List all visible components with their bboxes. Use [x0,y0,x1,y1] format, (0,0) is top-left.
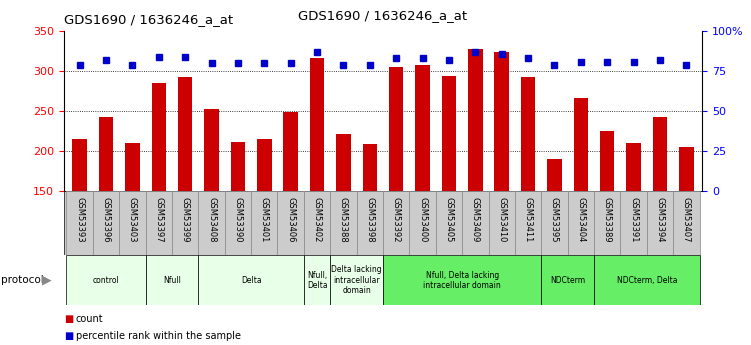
Bar [67,191,93,255]
Bar [515,191,541,255]
Text: GSM53391: GSM53391 [629,197,638,242]
Bar [67,255,146,305]
Bar [462,191,488,255]
Bar [257,139,272,191]
Text: ■: ■ [64,314,73,324]
Bar [336,134,351,191]
Bar [494,52,509,191]
Bar [304,255,330,305]
Text: GSM53388: GSM53388 [339,197,348,242]
Text: GSM53396: GSM53396 [101,197,110,242]
Bar [568,191,594,255]
Bar [383,191,409,255]
Bar [442,76,456,191]
Text: GSM53404: GSM53404 [576,197,585,242]
Text: GSM53410: GSM53410 [497,197,506,242]
Bar [152,83,166,191]
Text: protocol: protocol [1,275,44,285]
Bar [647,191,673,255]
Bar [488,191,515,255]
Text: GDS1690 / 1636246_a_at: GDS1690 / 1636246_a_at [298,9,468,22]
Bar [468,49,483,191]
Bar [304,191,330,255]
Text: NDCterm, Delta: NDCterm, Delta [617,276,677,285]
Text: GSM53411: GSM53411 [523,197,532,242]
Text: Nfull, Delta lacking
intracellular domain: Nfull, Delta lacking intracellular domai… [424,270,501,290]
Bar [357,191,383,255]
Text: GSM53389: GSM53389 [603,197,612,242]
Bar [541,191,568,255]
Bar [653,117,667,191]
Bar [594,191,620,255]
Text: control: control [92,276,119,285]
Bar [172,191,198,255]
Text: GSM53405: GSM53405 [445,197,454,242]
Text: GSM53399: GSM53399 [181,197,190,242]
Bar [330,191,357,255]
Bar [146,191,172,255]
Bar [600,131,614,191]
Bar [620,191,647,255]
Text: GSM53394: GSM53394 [656,197,665,242]
Text: GSM53395: GSM53395 [550,197,559,242]
Bar [626,144,641,191]
Text: GSM53406: GSM53406 [286,197,295,242]
Text: ▶: ▶ [42,274,51,287]
Bar [330,255,383,305]
Bar [251,191,278,255]
Bar [198,255,304,305]
Bar [204,109,219,191]
Bar [594,255,699,305]
Bar [198,191,225,255]
Bar [389,67,403,191]
Text: GSM53392: GSM53392 [392,197,401,242]
Text: GDS1690 / 1636246_a_at: GDS1690 / 1636246_a_at [64,13,233,26]
Bar [436,191,462,255]
Text: Nfull,
Delta: Nfull, Delta [306,270,327,290]
Text: GSM53401: GSM53401 [260,197,269,242]
Text: Nfull: Nfull [163,276,181,285]
Text: percentile rank within the sample: percentile rank within the sample [76,332,241,341]
Bar [225,191,251,255]
Text: GSM53402: GSM53402 [312,197,321,242]
Text: NDCterm: NDCterm [550,276,585,285]
Bar [310,58,324,191]
Bar [541,255,594,305]
Text: Delta: Delta [241,276,261,285]
Text: GSM53400: GSM53400 [418,197,427,242]
Bar [231,142,245,191]
Bar [679,147,694,191]
Bar [283,112,298,191]
Bar [125,144,140,191]
Bar [278,191,304,255]
Bar [673,191,699,255]
Text: GSM53403: GSM53403 [128,197,137,242]
Bar [383,255,541,305]
Text: GSM53393: GSM53393 [75,197,84,242]
Bar [363,144,377,191]
Bar [409,191,436,255]
Bar [547,159,562,191]
Text: GSM53408: GSM53408 [207,197,216,242]
Text: GSM53407: GSM53407 [682,197,691,242]
Text: GSM53390: GSM53390 [234,197,243,242]
Text: GSM53397: GSM53397 [154,197,163,242]
Bar [119,191,146,255]
Text: count: count [76,314,104,324]
Bar [178,77,192,191]
Bar [574,98,588,191]
Text: ■: ■ [64,332,73,341]
Bar [146,255,198,305]
Bar [72,139,87,191]
Bar [99,117,113,191]
Bar [521,77,535,191]
Text: GSM53409: GSM53409 [471,197,480,242]
Bar [93,191,119,255]
Text: Delta lacking
intracellular
domain: Delta lacking intracellular domain [331,265,382,295]
Text: GSM53398: GSM53398 [365,197,374,242]
Bar [415,65,430,191]
